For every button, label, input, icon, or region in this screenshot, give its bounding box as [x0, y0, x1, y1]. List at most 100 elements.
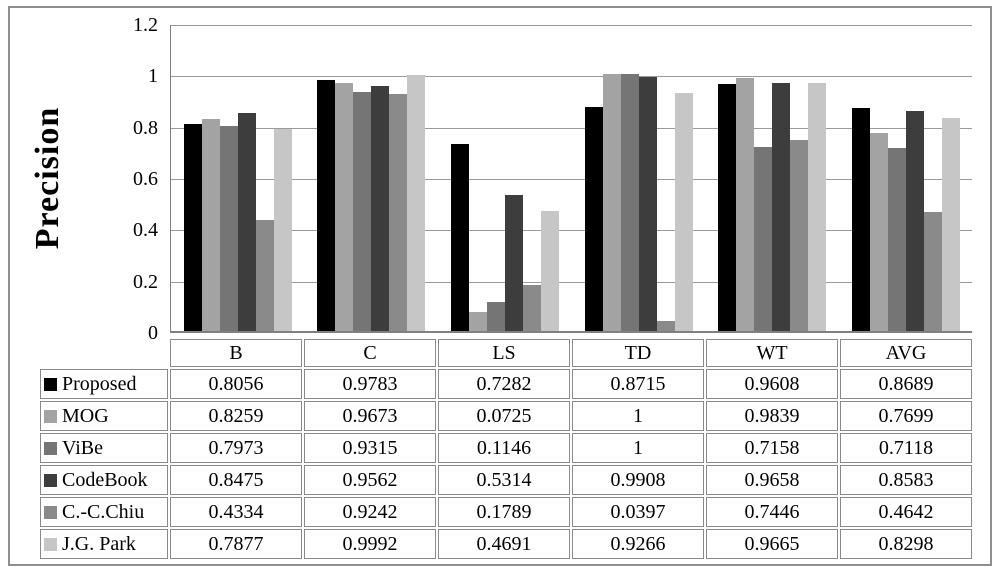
table-cell-j-g-park-c: 0.9992	[304, 529, 436, 559]
legend-cell-proposed: Proposed	[40, 369, 168, 399]
table-cell-proposed-wt: 0.9608	[706, 369, 838, 399]
table-cell-mog-td: 1	[572, 401, 704, 431]
table-cell-j-g-park-b: 0.7877	[170, 529, 302, 559]
table-cell-proposed-c: 0.9783	[304, 369, 436, 399]
y-tick-label-0.6: 0.6	[133, 168, 158, 190]
table-cell-vibe-c: 0.9315	[304, 433, 436, 463]
bar-c-c-chiu-b	[255, 219, 274, 331]
bar-proposed-td	[584, 107, 603, 331]
table-header-b: B	[170, 339, 302, 367]
table-cell-c-c-chiu-wt: 0.7446	[706, 497, 838, 527]
bar-mog-wt	[736, 78, 755, 331]
bar-codebook-c	[371, 85, 390, 331]
legend-cell-codebook: CodeBook	[40, 465, 168, 495]
bar-group-ls	[438, 25, 572, 331]
gridline-0.2	[171, 281, 972, 283]
legend-label-proposed: Proposed	[62, 372, 137, 395]
table-cell-proposed-b: 0.8056	[170, 369, 302, 399]
bar-mog-b	[201, 119, 220, 331]
table-cell-j-g-park-ls: 0.4691	[438, 529, 570, 559]
bar-c-c-chiu-avg	[924, 211, 943, 331]
legend-swatch-c-c-chiu	[44, 505, 57, 519]
y-tick-label-0.2: 0.2	[133, 270, 158, 293]
y-tick-label-1: 1	[148, 65, 158, 88]
bar-mog-c	[335, 82, 354, 331]
y-tick-label-0: 0	[148, 322, 158, 344]
table-cell-mog-c: 0.9673	[304, 401, 436, 431]
gridline-0.8	[171, 127, 972, 129]
data-table: B C LS TD WT AVG Proposed 0.8056 0.9783 0.7282 0.8…	[40, 337, 972, 559]
legend-swatch-j-g-park	[44, 537, 57, 551]
legend-label-mog: MOG	[62, 404, 109, 427]
table-corner-blank	[40, 337, 168, 367]
table-header-td: TD	[572, 339, 704, 367]
table-cell-c-c-chiu-c: 0.9242	[304, 497, 436, 527]
legend-cell-vibe: ViBe	[40, 433, 168, 463]
table-cell-j-g-park-td: 0.9266	[572, 529, 704, 559]
table-cell-c-c-chiu-b: 0.4334	[170, 497, 302, 527]
table-cell-j-g-park-wt: 0.9665	[706, 529, 838, 559]
table-header-c: C	[304, 339, 436, 367]
table-cell-mog-ls: 0.0725	[438, 401, 570, 431]
bar-j-g-park-avg	[942, 118, 961, 331]
table-cell-proposed-ls: 0.7282	[438, 369, 570, 399]
bar-vibe-ls	[487, 301, 506, 331]
bar-c-c-chiu-td	[656, 320, 675, 331]
table-cell-mog-wt: 0.9839	[706, 401, 838, 431]
table-cell-codebook-wt: 0.9658	[706, 465, 838, 495]
bar-codebook-td	[638, 76, 657, 331]
legend-label-j-g-park: J.G. Park	[62, 532, 136, 555]
bar-codebook-b	[237, 113, 256, 331]
bar-c-c-chiu-wt	[790, 139, 809, 331]
bar-proposed-c	[317, 79, 336, 331]
bar-vibe-b	[219, 126, 238, 331]
legend-label-codebook: CodeBook	[62, 468, 148, 491]
table-cell-codebook-ls: 0.5314	[438, 465, 570, 495]
table-cell-j-g-park-avg: 0.8298	[840, 529, 972, 559]
table-cell-proposed-avg: 0.8689	[840, 369, 972, 399]
y-tick-label-0.4: 0.4	[133, 219, 158, 242]
bar-vibe-avg	[888, 148, 907, 331]
legend-swatch-vibe	[44, 441, 57, 455]
table-cell-vibe-td: 1	[572, 433, 704, 463]
table-cell-mog-b: 0.8259	[170, 401, 302, 431]
bar-c-c-chiu-ls	[523, 285, 542, 331]
y-tick-label-1.2: 1.2	[133, 14, 158, 36]
bar-group-c	[305, 25, 439, 331]
bar-j-g-park-c	[407, 74, 426, 331]
table-cell-c-c-chiu-td: 0.0397	[572, 497, 704, 527]
table-cell-codebook-b: 0.8475	[170, 465, 302, 495]
table-cell-vibe-wt: 0.7158	[706, 433, 838, 463]
table-header-avg: AVG	[840, 339, 972, 367]
gridline-0.4	[171, 230, 972, 232]
table-cell-codebook-avg: 0.8583	[840, 465, 972, 495]
bar-j-g-park-td	[674, 93, 693, 331]
bar-j-g-park-wt	[808, 82, 827, 331]
bar-group-b	[171, 25, 305, 331]
table-cell-proposed-td: 0.8715	[572, 369, 704, 399]
table-cell-vibe-ls: 0.1146	[438, 433, 570, 463]
bar-mog-ls	[469, 312, 488, 331]
legend-swatch-mog	[44, 409, 57, 423]
gridline-1.2	[171, 25, 972, 26]
gridline-0.6	[171, 179, 972, 180]
plot-area	[170, 25, 972, 333]
legend-swatch-codebook	[44, 473, 57, 487]
table-header-ls: LS	[438, 339, 570, 367]
bar-codebook-ls	[505, 194, 524, 331]
bar-j-g-park-b	[273, 128, 292, 331]
bar-group-wt	[706, 25, 840, 331]
y-tick-label-0.8: 0.8	[133, 116, 158, 139]
gridline-1	[171, 76, 972, 78]
bar-vibe-c	[353, 91, 372, 331]
bar-c-c-chiu-c	[389, 93, 408, 331]
bar-mog-avg	[870, 133, 889, 331]
table-cell-codebook-td: 0.9908	[572, 465, 704, 495]
bar-j-g-park-ls	[541, 210, 560, 331]
legend-label-vibe: ViBe	[62, 436, 104, 459]
bar-group-td	[572, 25, 706, 331]
table-cell-c-c-chiu-avg: 0.4642	[840, 497, 972, 527]
bar-vibe-wt	[754, 147, 773, 331]
table-header-wt: WT	[706, 339, 838, 367]
